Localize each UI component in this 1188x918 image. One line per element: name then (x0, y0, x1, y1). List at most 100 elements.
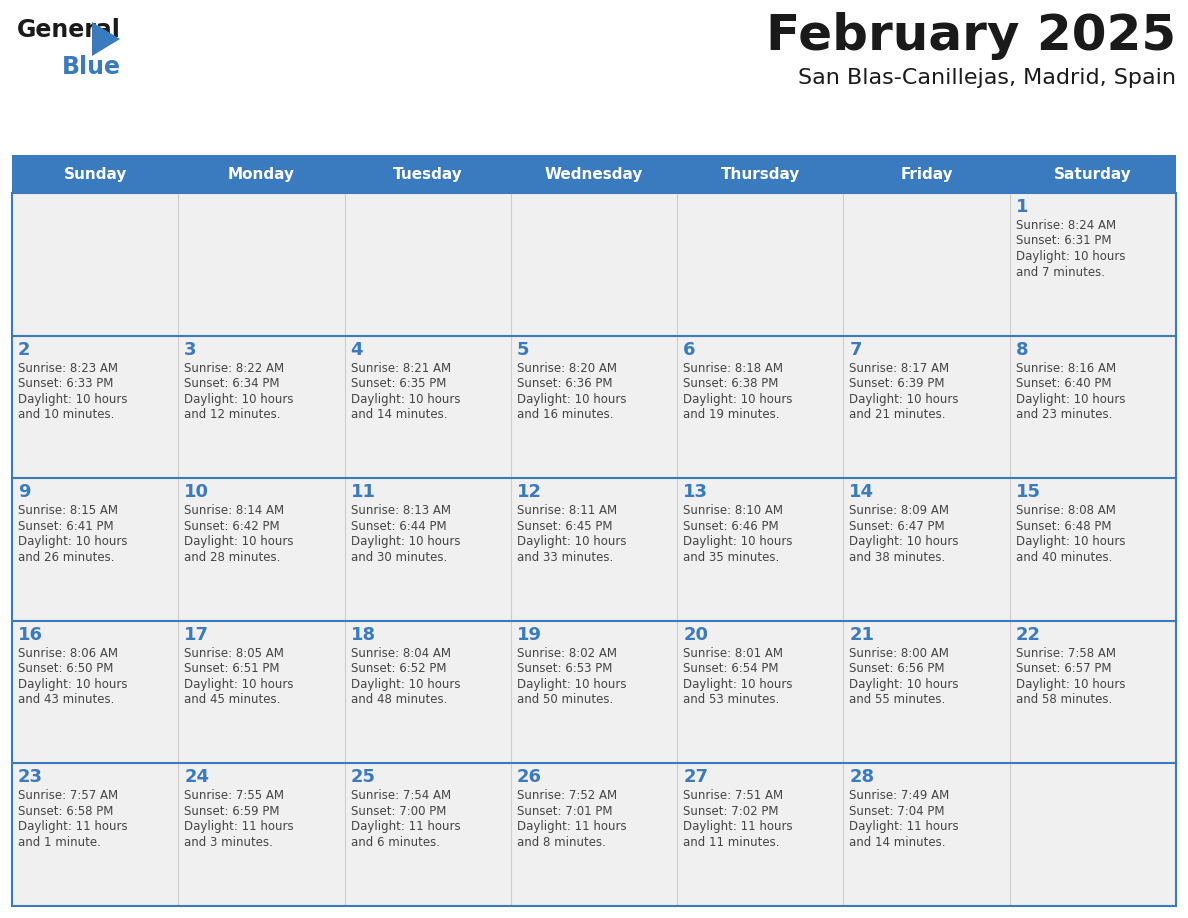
Text: Daylight: 10 hours: Daylight: 10 hours (184, 535, 293, 548)
Text: and 26 minutes.: and 26 minutes. (18, 551, 114, 564)
Text: Sunrise: 7:52 AM: Sunrise: 7:52 AM (517, 789, 617, 802)
Text: Daylight: 11 hours: Daylight: 11 hours (350, 821, 460, 834)
Text: 8: 8 (1016, 341, 1029, 359)
Bar (1010, 193, 1176, 336)
Text: Blue: Blue (62, 55, 121, 79)
Text: Friday: Friday (901, 166, 953, 182)
Text: 25: 25 (350, 768, 375, 787)
Text: 27: 27 (683, 768, 708, 787)
Text: and 23 minutes.: and 23 minutes. (1016, 409, 1112, 421)
Bar (677, 621, 843, 764)
Bar (677, 336, 843, 478)
Text: Daylight: 10 hours: Daylight: 10 hours (18, 677, 127, 691)
Text: Daylight: 10 hours: Daylight: 10 hours (517, 677, 626, 691)
Text: Sunset: 6:33 PM: Sunset: 6:33 PM (18, 377, 113, 390)
Text: Daylight: 10 hours: Daylight: 10 hours (849, 393, 959, 406)
Text: 17: 17 (184, 626, 209, 644)
Text: and 28 minutes.: and 28 minutes. (184, 551, 280, 564)
Text: Sunset: 6:36 PM: Sunset: 6:36 PM (517, 377, 612, 390)
Text: 14: 14 (849, 483, 874, 501)
Bar (677, 764, 843, 906)
Bar (12, 621, 178, 764)
Bar (345, 478, 511, 621)
Text: Sunset: 6:56 PM: Sunset: 6:56 PM (849, 662, 944, 676)
Text: 3: 3 (184, 341, 197, 359)
Text: Sunrise: 7:49 AM: Sunrise: 7:49 AM (849, 789, 949, 802)
Text: Daylight: 11 hours: Daylight: 11 hours (683, 821, 792, 834)
Text: and 43 minutes.: and 43 minutes. (18, 693, 114, 706)
Bar (677, 193, 843, 336)
Text: Monday: Monday (228, 166, 295, 182)
Text: and 21 minutes.: and 21 minutes. (849, 409, 946, 421)
Text: Sunset: 6:53 PM: Sunset: 6:53 PM (517, 662, 612, 676)
Text: and 11 minutes.: and 11 minutes. (683, 836, 779, 849)
Text: Sunset: 6:42 PM: Sunset: 6:42 PM (184, 520, 280, 532)
Text: 19: 19 (517, 626, 542, 644)
Text: Daylight: 10 hours: Daylight: 10 hours (1016, 393, 1125, 406)
Text: and 48 minutes.: and 48 minutes. (350, 693, 447, 706)
Text: 13: 13 (683, 483, 708, 501)
Bar (345, 193, 511, 336)
Text: Daylight: 10 hours: Daylight: 10 hours (517, 393, 626, 406)
Text: Sunset: 6:47 PM: Sunset: 6:47 PM (849, 520, 944, 532)
Text: and 14 minutes.: and 14 minutes. (350, 409, 447, 421)
Text: Daylight: 10 hours: Daylight: 10 hours (683, 535, 792, 548)
Text: Sunrise: 8:16 AM: Sunrise: 8:16 AM (1016, 362, 1116, 375)
Bar (843, 478, 1010, 621)
Bar (1010, 764, 1176, 906)
Text: and 14 minutes.: and 14 minutes. (849, 836, 946, 849)
Text: Wednesday: Wednesday (545, 166, 643, 182)
Text: and 45 minutes.: and 45 minutes. (184, 693, 280, 706)
Bar (12, 478, 178, 621)
Text: Daylight: 11 hours: Daylight: 11 hours (849, 821, 959, 834)
Bar (345, 621, 511, 764)
Text: Sunrise: 7:57 AM: Sunrise: 7:57 AM (18, 789, 118, 802)
Text: 11: 11 (350, 483, 375, 501)
Text: and 8 minutes.: and 8 minutes. (517, 836, 606, 849)
Text: Sunset: 6:41 PM: Sunset: 6:41 PM (18, 520, 114, 532)
Text: February 2025: February 2025 (766, 12, 1176, 60)
Bar (843, 336, 1010, 478)
Text: Daylight: 10 hours: Daylight: 10 hours (184, 677, 293, 691)
Text: Sunset: 6:39 PM: Sunset: 6:39 PM (849, 377, 944, 390)
Text: Tuesday: Tuesday (393, 166, 462, 182)
Text: and 6 minutes.: and 6 minutes. (350, 836, 440, 849)
Text: and 55 minutes.: and 55 minutes. (849, 693, 946, 706)
Text: 6: 6 (683, 341, 696, 359)
Text: Daylight: 11 hours: Daylight: 11 hours (184, 821, 293, 834)
Text: Sunrise: 8:24 AM: Sunrise: 8:24 AM (1016, 219, 1116, 232)
Text: Sunrise: 8:23 AM: Sunrise: 8:23 AM (18, 362, 118, 375)
Text: Sunset: 6:58 PM: Sunset: 6:58 PM (18, 805, 113, 818)
Text: 5: 5 (517, 341, 530, 359)
Text: 28: 28 (849, 768, 874, 787)
Bar (178, 764, 345, 906)
Text: Sunrise: 7:54 AM: Sunrise: 7:54 AM (350, 789, 450, 802)
Text: Sunset: 7:00 PM: Sunset: 7:00 PM (350, 805, 446, 818)
Text: Sunrise: 7:51 AM: Sunrise: 7:51 AM (683, 789, 783, 802)
Text: Daylight: 10 hours: Daylight: 10 hours (1016, 677, 1125, 691)
Bar (178, 478, 345, 621)
Text: Sunset: 6:57 PM: Sunset: 6:57 PM (1016, 662, 1111, 676)
Bar (511, 621, 677, 764)
Text: and 16 minutes.: and 16 minutes. (517, 409, 613, 421)
Text: 15: 15 (1016, 483, 1041, 501)
Text: and 53 minutes.: and 53 minutes. (683, 693, 779, 706)
Text: Sunset: 6:31 PM: Sunset: 6:31 PM (1016, 234, 1111, 248)
Text: Sunrise: 8:18 AM: Sunrise: 8:18 AM (683, 362, 783, 375)
Text: and 50 minutes.: and 50 minutes. (517, 693, 613, 706)
Bar (178, 621, 345, 764)
Text: Daylight: 10 hours: Daylight: 10 hours (350, 535, 460, 548)
Bar (178, 336, 345, 478)
Text: 24: 24 (184, 768, 209, 787)
Text: Daylight: 10 hours: Daylight: 10 hours (517, 535, 626, 548)
Text: 26: 26 (517, 768, 542, 787)
Text: Sunrise: 8:14 AM: Sunrise: 8:14 AM (184, 504, 284, 517)
Bar (511, 764, 677, 906)
Text: Sunrise: 8:09 AM: Sunrise: 8:09 AM (849, 504, 949, 517)
Bar (345, 764, 511, 906)
Text: and 12 minutes.: and 12 minutes. (184, 409, 280, 421)
Bar (511, 336, 677, 478)
Text: and 33 minutes.: and 33 minutes. (517, 551, 613, 564)
Bar (12, 155, 1176, 193)
Text: 10: 10 (184, 483, 209, 501)
